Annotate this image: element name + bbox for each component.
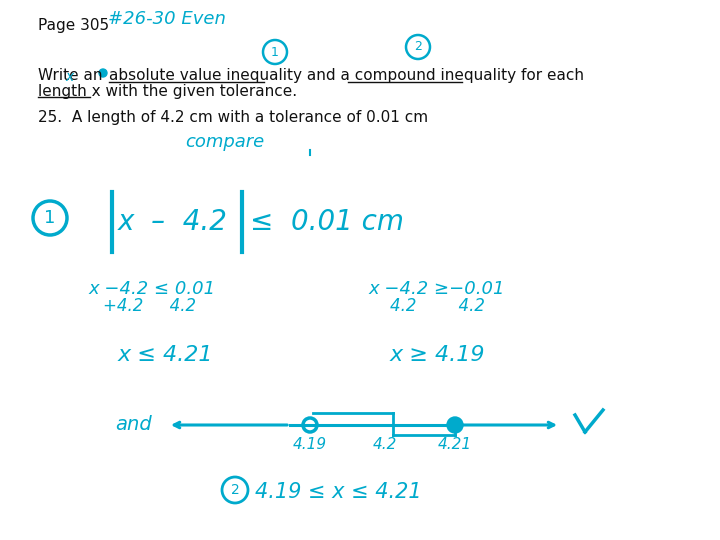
- Text: length x with the given tolerance.: length x with the given tolerance.: [38, 84, 297, 99]
- Text: compare: compare: [185, 133, 264, 151]
- Text: 1: 1: [271, 45, 279, 58]
- Text: Page 305: Page 305: [38, 18, 109, 33]
- Text: 1: 1: [45, 209, 55, 227]
- Text: 4.2        4.2: 4.2 4.2: [390, 297, 485, 315]
- Text: x ≥ 4.19: x ≥ 4.19: [390, 345, 485, 365]
- Text: +4.2     4.2: +4.2 4.2: [103, 297, 196, 315]
- Text: x −4.2 ≤ 0.01: x −4.2 ≤ 0.01: [88, 280, 215, 298]
- Text: x −4.2 ≥−0.01: x −4.2 ≥−0.01: [368, 280, 505, 298]
- Text: ≤  0.01 cm: ≤ 0.01 cm: [250, 208, 404, 236]
- Text: and: and: [115, 415, 152, 434]
- Text: 2: 2: [230, 483, 239, 497]
- Text: x  –  4.2: x – 4.2: [118, 208, 228, 236]
- Text: #26-30 Even: #26-30 Even: [108, 10, 226, 28]
- Text: 25.  A length of 4.2 cm with a tolerance of 0.01 cm: 25. A length of 4.2 cm with a tolerance …: [38, 110, 428, 125]
- Text: 2: 2: [414, 40, 422, 53]
- Text: x: x: [65, 70, 73, 84]
- Text: 4.21: 4.21: [438, 437, 472, 452]
- Text: 4.19: 4.19: [293, 437, 327, 452]
- Circle shape: [99, 69, 107, 77]
- Text: 4.2: 4.2: [373, 437, 397, 452]
- Text: Write an: Write an: [38, 68, 102, 83]
- Text: absolute value inequality and a compound inequality for each: absolute value inequality and a compound…: [109, 68, 584, 83]
- Text: 4.19 ≤ x ≤ 4.21: 4.19 ≤ x ≤ 4.21: [255, 482, 422, 502]
- Text: x ≤ 4.21: x ≤ 4.21: [118, 345, 214, 365]
- Circle shape: [447, 417, 463, 433]
